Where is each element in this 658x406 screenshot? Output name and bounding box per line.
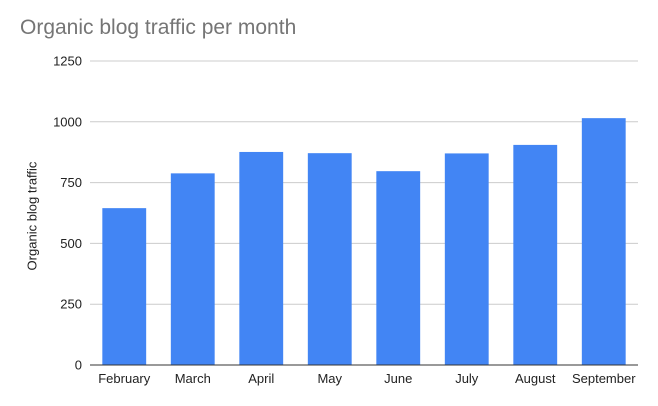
bar bbox=[102, 208, 147, 365]
bar bbox=[444, 153, 489, 365]
x-tick-label: August bbox=[515, 371, 556, 386]
x-tick-label: April bbox=[248, 371, 274, 386]
x-tick-label: March bbox=[175, 371, 211, 386]
bar bbox=[513, 144, 558, 365]
x-tick-label: September bbox=[572, 371, 636, 386]
y-tick-label: 1250 bbox=[53, 54, 82, 69]
y-tick-label: 500 bbox=[60, 236, 82, 251]
x-tick-label: May bbox=[317, 371, 342, 386]
bar bbox=[376, 171, 421, 365]
chart-title: Organic blog traffic per month bbox=[20, 16, 297, 39]
x-tick-label: June bbox=[384, 371, 412, 386]
y-tick-label: 1000 bbox=[53, 114, 82, 129]
bar bbox=[581, 118, 626, 365]
y-tick-label: 750 bbox=[60, 175, 82, 190]
x-tick-label: July bbox=[455, 371, 479, 386]
y-tick-label: 0 bbox=[75, 358, 82, 373]
bar bbox=[307, 153, 352, 365]
x-tick-label: February bbox=[98, 371, 151, 386]
y-tick-label: 250 bbox=[60, 297, 82, 312]
bar bbox=[239, 151, 284, 365]
bar bbox=[170, 173, 215, 365]
